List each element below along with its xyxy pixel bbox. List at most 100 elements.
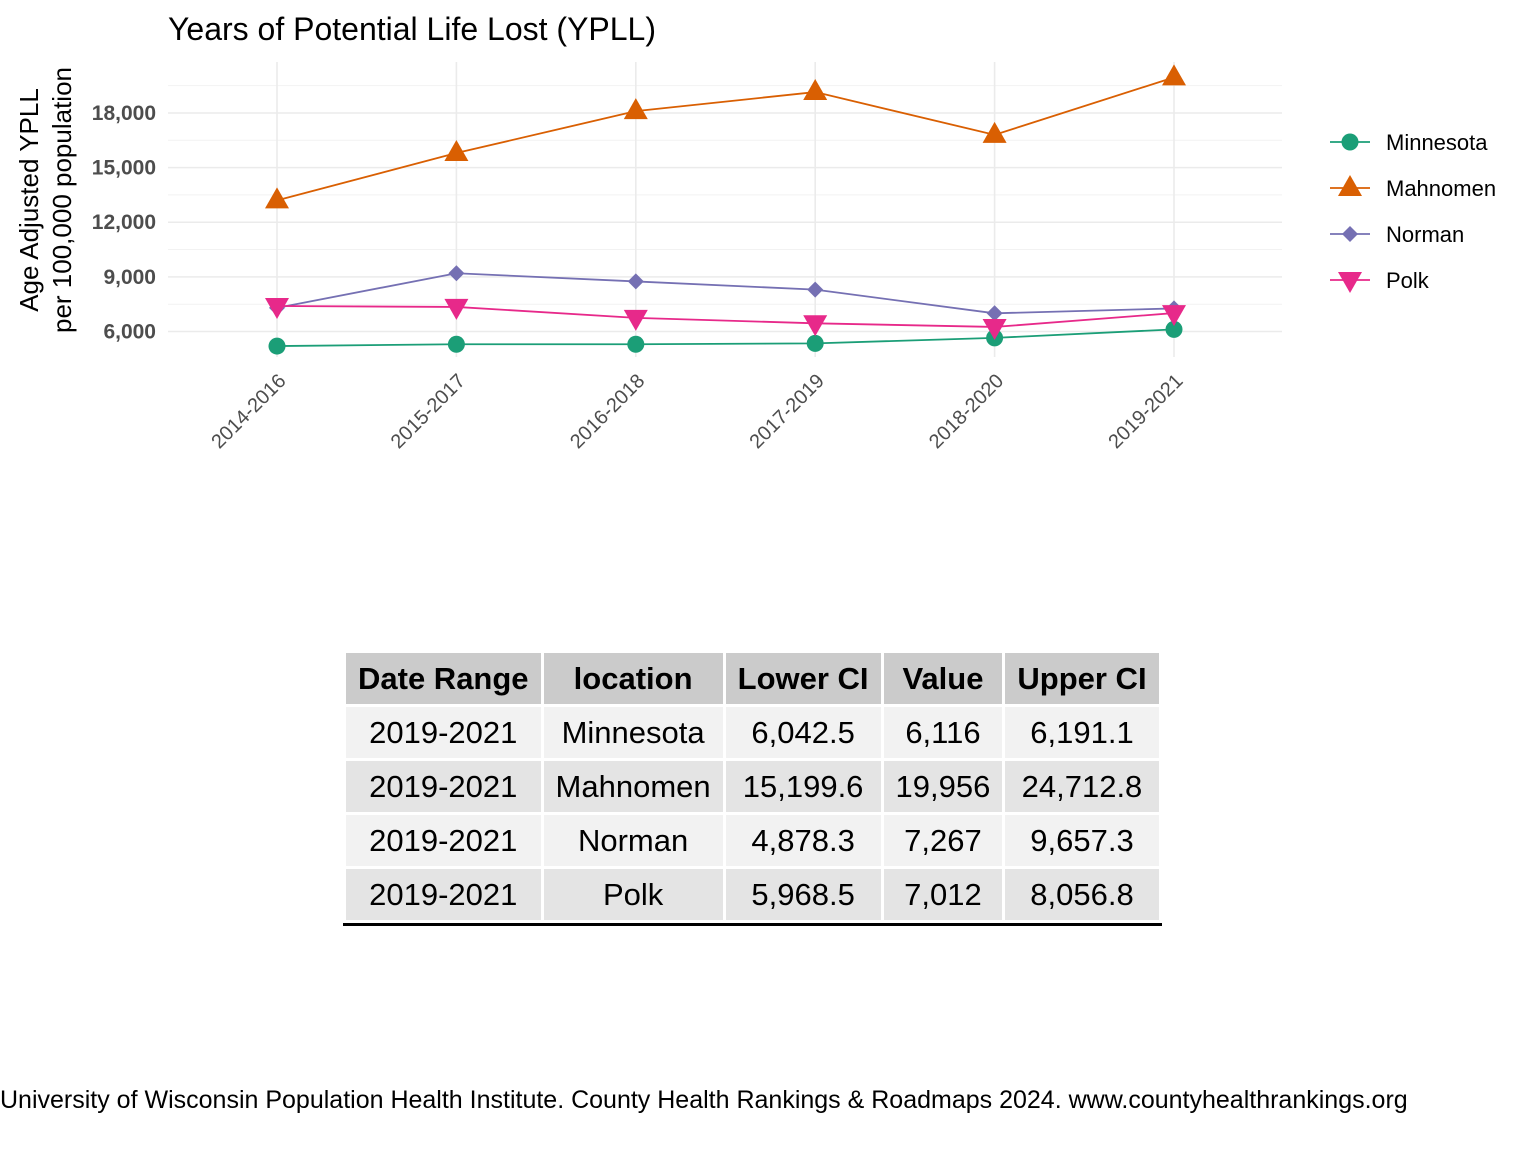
data-point-minnesota-shape [806,334,824,352]
yppl-line-chart: Years of Potential Life Lost (YPLL) Age … [14,11,1496,453]
data-point-polk [1162,305,1186,327]
table-cell: 7,012 [883,869,1003,920]
data-point-polk [623,309,648,331]
summary-table: Date Range location Lower CI Value Upper… [343,650,1162,926]
table-cell: 5,968.5 [725,869,881,920]
y-axis-label: Age Adjusted YPLL per 100,000 population [14,67,77,333]
data-point-mahnomen [803,79,828,101]
data-point-minnesota-shape [627,335,645,353]
legend-key-marker-minnesota-shape [1341,133,1359,151]
data-point-mahnomen-shape [1162,64,1186,86]
header-lower-ci: Lower CI [725,653,881,704]
data-point-mahnomen [982,121,1007,143]
data-point-polk-shape [265,298,289,320]
table-cell: 15,199.6 [725,761,881,812]
data-point-minnesota [1165,320,1183,338]
legend-key-marker-mahnomen-shape [1338,175,1362,196]
data-point-minnesota-shape [268,337,286,355]
source-caption: University of Wisconsin Population Healt… [0,1086,1408,1114]
x-tick-label: 2015-2017 [387,370,470,453]
legend-key-marker-minnesota [1341,133,1359,151]
plot-series [265,64,1186,355]
x-tick-label: 2016-2018 [566,370,649,453]
y-axis-ticks: 6,000 9,000 12,000 15,000 18,000 [92,102,156,344]
data-point-norman [807,281,824,298]
legend-key-marker-mahnomen [1338,175,1362,196]
data-point-norman-shape [448,265,465,282]
table-cell: 6,191.1 [1005,707,1159,758]
table-row: 2019-2021 Minnesota 6,042.5 6,116 6,191.… [346,707,1159,758]
y-tick-label: 18,000 [92,102,156,125]
x-tick-label: 2017-2019 [746,370,829,453]
legend-key-marker-norman [1342,226,1358,242]
table-cell: Norman [543,815,723,866]
table-cell: Mahnomen [543,761,723,812]
y-axis-label-line-1: Age Adjusted YPLL [14,88,44,312]
header-value: Value [883,653,1003,704]
data-point-polk [265,298,289,320]
y-tick-label: 9,000 [103,266,156,289]
y-tick-label: 12,000 [92,211,156,234]
data-point-norman-shape [627,273,644,290]
data-point-polk-shape [803,315,828,337]
table-cell: 8,056.8 [1005,869,1159,920]
data-point-minnesota [627,335,645,353]
table-header-row: Date Range location Lower CI Value Upper… [346,653,1159,704]
data-point-polk-shape [982,318,1007,340]
header-location: location [543,653,723,704]
series-line-polk [276,305,1175,328]
table-cell: Polk [543,869,723,920]
table-cell: 6,116 [883,707,1003,758]
data-point-norman-shape [807,281,824,298]
data-point-minnesota [806,334,824,352]
data-point-polk-shape [623,309,648,331]
data-point-minnesota-shape [447,335,465,353]
data-point-polk-shape [1162,305,1186,327]
data-point-mahnomen-shape [265,187,289,209]
y-tick-label: 15,000 [92,157,156,180]
table-cell: 9,657.3 [1005,815,1159,866]
legend-key-marker-polk [1338,272,1362,293]
data-point-minnesota [268,337,286,355]
legend-label-polk: Polk [1386,268,1430,293]
series-line-mahnomen [276,76,1175,202]
data-point-mahnomen [1162,64,1186,86]
x-tick-label: 2014-2016 [207,370,290,453]
header-date-range: Date Range [346,653,541,704]
header-upper-ci: Upper CI [1005,653,1159,704]
data-point-norman [627,273,644,290]
legend-label-mahnomen: Mahnomen [1386,176,1496,201]
data-point-minnesota [447,335,465,353]
data-point-polk [803,315,828,337]
table-cell: 19,956 [883,761,1003,812]
table-cell: 7,267 [883,815,1003,866]
series-line-minnesota [276,328,1175,347]
y-tick-label: 6,000 [103,321,156,344]
table-cell: 2019-2021 [346,869,541,920]
series-line-norman [276,272,1175,315]
data-point-norman [448,265,465,282]
data-point-mahnomen-shape [982,121,1007,143]
x-tick-label: 2018-2020 [925,370,1008,453]
data-point-mahnomen-shape [803,79,828,101]
data-point-mahnomen [265,187,289,209]
legend: Minnesota Mahnomen Norman Polk [1330,130,1496,293]
table-row: 2019-2021 Mahnomen 15,199.6 19,956 24,71… [346,761,1159,812]
data-point-norman-shape [986,305,1003,322]
x-tick-label: 2019-2021 [1104,370,1187,453]
data-point-polk [444,298,469,320]
x-axis-ticks: 2014-2016 2015-2017 2016-2018 2017-2019 2018… [207,370,1187,453]
legend-key-marker-norman-shape [1342,226,1358,242]
data-point-mahnomen [623,98,648,120]
chart-title: Years of Potential Life Lost (YPLL) [168,11,656,47]
legend-label-minnesota: Minnesota [1386,130,1488,155]
data-point-polk-shape [444,298,469,320]
table-row: 2019-2021 Polk 5,968.5 7,012 8,056.8 [346,869,1159,920]
data-point-mahnomen [444,140,469,162]
table-cell: 2019-2021 [346,707,541,758]
data-point-minnesota-shape [1165,320,1183,338]
data-point-mahnomen-shape [623,98,648,120]
data-point-mahnomen-shape [444,140,469,162]
legend-label-norman: Norman [1386,222,1464,247]
data-point-polk [982,318,1007,340]
